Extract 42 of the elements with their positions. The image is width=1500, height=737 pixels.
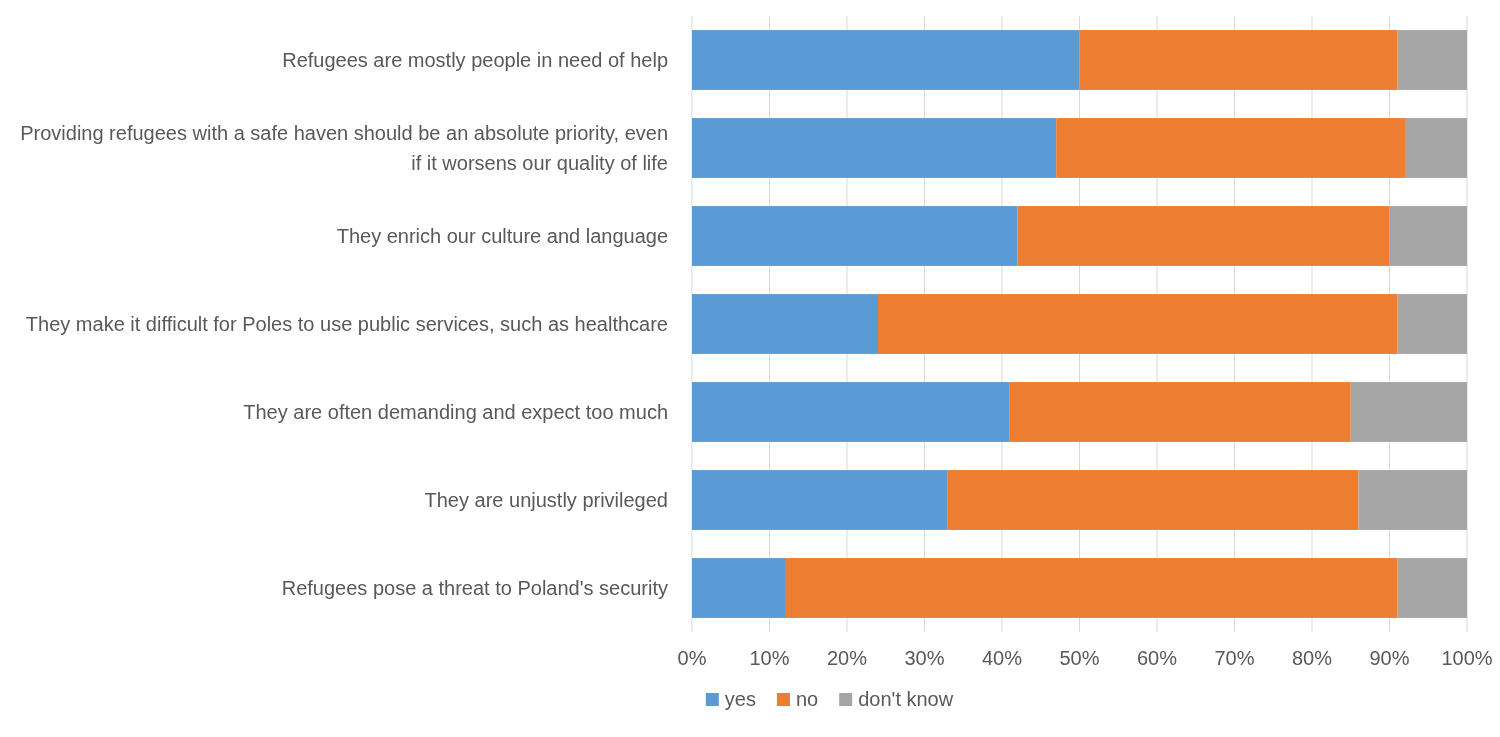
y-tick-label: Refugees are mostly people in need of help [282, 49, 668, 71]
bar [785, 558, 1398, 618]
bar [1079, 30, 1398, 90]
bar [692, 294, 878, 354]
y-tick-label: Providing refugees with a safe haven should be an absolute priority, even if it worsens our quality of life [20, 122, 668, 174]
x-tick-label: 50% [1059, 647, 1100, 669]
y-tick-label: They are often demanding and expect too much [243, 401, 668, 423]
legend-label: no [795, 688, 819, 710]
x-tick-label: 60% [1136, 647, 1178, 669]
bar [1350, 382, 1467, 442]
x-tick-label: 10% [749, 647, 790, 669]
x-tick-label: 100% [1441, 647, 1493, 669]
x-tick-label: 0% [677, 647, 707, 669]
bar [1389, 206, 1467, 266]
x-tick-label: 90% [1369, 647, 1410, 669]
bar [1405, 118, 1467, 178]
bar [692, 30, 1080, 90]
x-tick-label: 80% [1291, 647, 1333, 669]
bar [878, 294, 1398, 354]
bar [1397, 30, 1467, 90]
x-tick-label: 70% [1214, 647, 1255, 669]
bar [692, 382, 1010, 442]
x-tick-label: 30% [904, 647, 945, 669]
x-tick-label: 20% [826, 647, 868, 669]
y-tick-label: They enrich our culture and language [336, 225, 668, 247]
y-tick-label: They are unjustly privileged [424, 489, 668, 511]
bar [1017, 206, 1390, 266]
bar [1358, 470, 1467, 530]
bar [692, 118, 1057, 178]
bar [692, 206, 1018, 266]
y-tick-label: They make it difficult for Poles to use public services, such as healthcare [25, 313, 668, 335]
bar [1056, 118, 1405, 178]
legend-label: yes [724, 688, 756, 710]
bar [692, 470, 948, 530]
bar [1009, 382, 1351, 442]
x-tick-label: 40% [981, 647, 1023, 669]
bar [947, 470, 1359, 530]
y-tick-label: Refugees pose a threat to Poland's security [281, 577, 668, 599]
legend-label: don't know [858, 688, 954, 710]
bar [1397, 558, 1467, 618]
bar [692, 558, 785, 618]
bar [1397, 294, 1467, 354]
